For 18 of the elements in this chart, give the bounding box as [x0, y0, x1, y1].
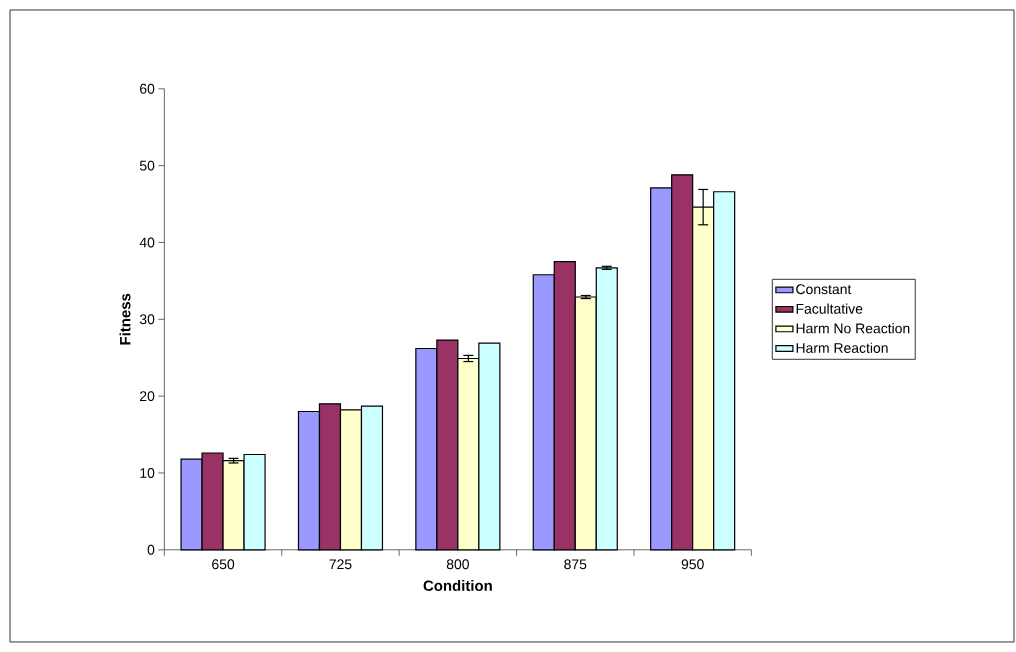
x-axis-title: Condition [423, 580, 492, 591]
x-tick-label: 875 [564, 559, 587, 570]
y-axis-title: Fitness [119, 293, 131, 345]
x-tick-label: 950 [681, 559, 704, 570]
legend-label: Harm Reaction [796, 342, 888, 353]
x-tick-label: 650 [212, 559, 235, 570]
legend-label: Constant [796, 284, 852, 295]
y-tick-label: 0 [147, 544, 155, 555]
y-tick-label: 50 [139, 160, 155, 171]
x-tick-label: 800 [446, 559, 469, 570]
y-tick-label: 40 [139, 237, 155, 248]
y-tick-label: 30 [139, 314, 155, 325]
legend-label: Harm No Reaction [796, 323, 910, 334]
legend-label: Facultative [796, 303, 863, 314]
x-tick-label: 725 [329, 559, 352, 570]
y-tick-label: 20 [140, 391, 155, 402]
y-tick-label: 60 [140, 83, 155, 94]
y-tick-label: 10 [140, 468, 155, 478]
